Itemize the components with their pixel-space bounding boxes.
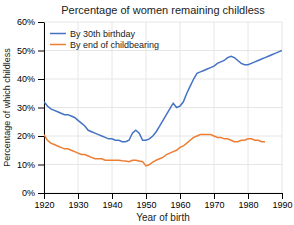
tick-label: 1930	[68, 200, 88, 210]
grid-line-x	[180, 22, 181, 193]
tick: 1940	[102, 193, 122, 210]
tick: 1920	[34, 193, 54, 210]
tick-label: 10%	[17, 160, 35, 170]
axis-line	[45, 193, 283, 194]
series-line	[44, 51, 282, 142]
series-line	[44, 135, 265, 166]
tick: 60%	[17, 17, 44, 27]
tick-mark	[214, 193, 215, 199]
tick-mark	[38, 165, 44, 166]
tick-label: 1980	[238, 200, 258, 210]
tick-label: 1940	[102, 200, 122, 210]
tick-mark	[38, 22, 44, 23]
tick-mark	[78, 193, 79, 199]
tick: 1990	[272, 193, 292, 210]
grid-line-x	[282, 22, 283, 193]
tick-mark	[44, 193, 45, 199]
grid-line-y	[44, 164, 282, 165]
y-axis-title: Percentage of which childless	[2, 48, 12, 167]
tick-mark	[146, 193, 147, 199]
tick-label: 60%	[17, 17, 35, 27]
tick-label: 20%	[17, 131, 35, 141]
grid-line-x	[248, 22, 249, 193]
chart: 1920 1930 1940 1950 1960 1970 1980 1990 0% 10% 20%…	[0, 0, 294, 225]
legend-label: By end of childbearing	[70, 40, 159, 50]
tick-mark	[38, 193, 44, 194]
tick: 1930	[68, 193, 88, 210]
tick-label: 1920	[34, 200, 54, 210]
legend-swatch	[50, 44, 66, 46]
tick-label: 1970	[204, 200, 224, 210]
tick-mark	[112, 193, 113, 199]
tick: 50%	[17, 46, 44, 56]
tick: 1950	[136, 193, 156, 210]
tick-label: 1960	[170, 200, 190, 210]
legend-label: By 30th birthday	[70, 29, 136, 39]
grid	[44, 22, 282, 193]
tick-mark	[248, 193, 249, 199]
tick-label: 0%	[22, 188, 35, 198]
grid-line-y	[44, 107, 282, 108]
tick-mark	[38, 79, 44, 80]
grid-line-y	[44, 50, 282, 51]
legend-item: By 30th birthday	[50, 29, 136, 39]
legend-swatch	[50, 33, 66, 35]
grid-line-y	[44, 79, 282, 80]
tick-label: 40%	[17, 74, 35, 84]
title: Percentage of women remaining childless	[61, 4, 265, 16]
tick: 40%	[17, 74, 44, 84]
y-axis: 0% 10% 20% 30% 40% 50% 60%	[17, 17, 45, 198]
plot-area	[44, 51, 282, 166]
tick-mark	[282, 193, 283, 199]
legend: By 30th birthdayBy end of childbearing	[50, 29, 159, 50]
grid-line-x	[214, 22, 215, 193]
x-axis-title: Year of birth	[136, 212, 190, 223]
tick: 1980	[238, 193, 258, 210]
tick-mark	[38, 136, 44, 137]
tick: 30%	[17, 103, 44, 113]
tick-label: 1950	[136, 200, 156, 210]
tick-label: 30%	[17, 103, 35, 113]
tick-label: 50%	[17, 46, 35, 56]
tick-mark	[38, 51, 44, 52]
tick-mark	[180, 193, 181, 199]
tick-mark	[38, 108, 44, 109]
x-axis: 1920 1930 1940 1950 1960 1970 1980 1990	[34, 193, 292, 210]
grid-line-y	[44, 193, 282, 194]
tick: 1960	[170, 193, 190, 210]
legend-item: By end of childbearing	[50, 40, 159, 50]
tick: 20%	[17, 131, 44, 141]
grid-line-y	[44, 136, 282, 137]
tick-label: 1990	[272, 200, 292, 210]
grid-line-y	[44, 22, 282, 23]
tick: 0%	[22, 188, 44, 198]
tick: 10%	[17, 160, 44, 170]
axis-line	[44, 23, 45, 194]
tick: 1970	[204, 193, 224, 210]
